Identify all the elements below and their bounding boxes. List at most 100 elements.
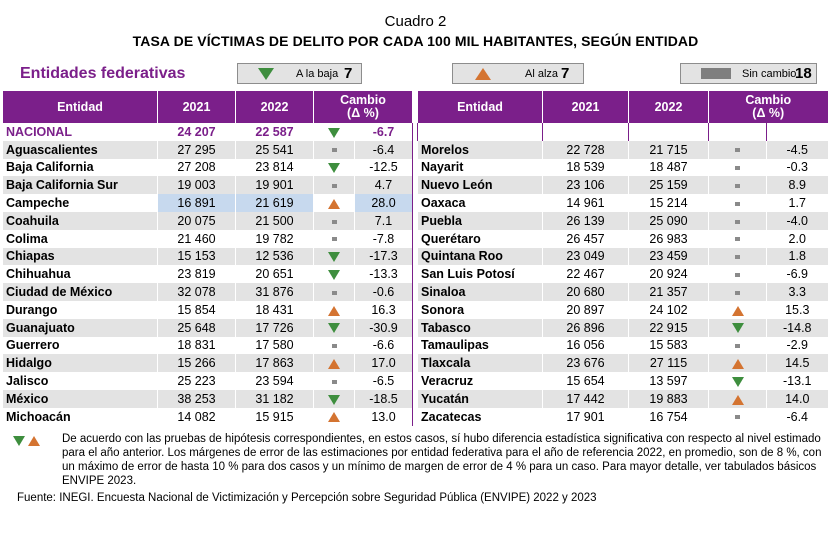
no-change-icon: [735, 183, 740, 188]
table-separator: [412, 247, 418, 266]
trend-indicator: [708, 158, 767, 177]
no-change-icon: [331, 290, 337, 295]
trend-indicator: [708, 265, 767, 284]
col-change-left: Cambio (Δ %): [313, 91, 413, 123]
value-2021: 15 153: [157, 247, 236, 266]
value-2021: 25 223: [157, 372, 236, 390]
change-value: -13.1: [766, 372, 828, 390]
value-2021: 24 207: [157, 123, 236, 141]
change-value: -0.3: [766, 158, 828, 177]
change-value: -4.0: [766, 211, 828, 230]
value-2021: 17 901: [542, 407, 629, 426]
value-2021: 16 891: [157, 194, 236, 212]
value-2022: 18 431: [235, 300, 314, 319]
change-value: 3.3: [766, 283, 828, 301]
value-2022: 15 583: [628, 336, 709, 355]
value-2021: 22 467: [542, 265, 629, 284]
trend-indicator: [708, 229, 767, 248]
legend-up-box: Al alza 7: [452, 63, 584, 84]
table-row: Baja California 27 208 23 814 -12.5 Nayarit 1…: [2, 158, 828, 177]
change-value: -13.3: [354, 265, 413, 284]
entity-name: Campeche: [2, 194, 158, 212]
value-2022: 22 587: [235, 123, 314, 141]
table-separator: [412, 229, 418, 248]
col-2022-left: 2022: [235, 91, 314, 123]
value-2021: 15 654: [542, 372, 629, 390]
table-header-row: Entidad 2021 2022 Cambio (Δ %) Entidad 20…: [2, 91, 828, 123]
col-change-right: Cambio (Δ %): [708, 91, 828, 123]
empty-cell: [417, 123, 543, 141]
change-value: -4.5: [766, 140, 828, 159]
trend-indicator: [708, 194, 767, 212]
col-entity-right: Entidad: [417, 91, 543, 123]
trend-indicator: [708, 140, 767, 159]
up-triangle-icon: [328, 305, 340, 316]
change-value: -18.5: [354, 389, 413, 408]
table-row: Ciudad de México 32 078 31 876 -0.6 Sinaloa 2…: [2, 283, 828, 301]
value-2021: 14 961: [542, 194, 629, 212]
trend-indicator: [313, 407, 355, 426]
legend-down-box: A la baja 7: [237, 63, 362, 84]
value-2022: 12 536: [235, 247, 314, 266]
entity-name: Oaxaca: [417, 194, 543, 212]
no-change-icon: [735, 148, 740, 153]
change-value: 13.0: [354, 407, 413, 426]
value-2021: 16 056: [542, 336, 629, 355]
col-2021-right: 2021: [542, 91, 629, 123]
table-separator: [412, 336, 418, 355]
value-2022: 17 580: [235, 336, 314, 355]
value-2021: 25 648: [157, 318, 236, 337]
trend-indicator: [313, 300, 355, 319]
entity-name: Guanajuato: [2, 318, 158, 337]
source-note: Fuente: INEGI. Encuesta Nacional de Vict…: [17, 492, 597, 504]
no-change-icon: [331, 219, 337, 224]
trend-indicator: [708, 407, 767, 426]
trend-indicator: [313, 247, 355, 266]
table-separator: [412, 265, 418, 284]
col-2021-left: 2021: [157, 91, 236, 123]
entity-name: NACIONAL: [2, 123, 158, 141]
entity-name: Coahuila: [2, 211, 158, 230]
empty-cell: [542, 123, 629, 141]
footnote-text: De acuerdo con las pruebas de hipótesis …: [62, 433, 822, 487]
value-2022: 21 500: [235, 211, 314, 230]
value-2022: 21 715: [628, 140, 709, 159]
table-separator: [412, 372, 418, 390]
value-2021: 18 831: [157, 336, 236, 355]
table-row: Durango 15 854 18 431 16.3 Sonora 20 897 24 10…: [2, 300, 828, 319]
entity-name: Tamaulipas: [417, 336, 543, 355]
value-2021: 15 266: [157, 354, 236, 373]
no-change-icon: [735, 219, 740, 224]
entity-name: Baja California Sur: [2, 176, 158, 195]
no-change-icon: [331, 344, 337, 349]
down-triangle-icon: [328, 323, 340, 334]
table-row: México 38 253 31 182 -18.5 Yucatán 17 442 19 8…: [2, 389, 828, 408]
entity-name: Tlaxcala: [417, 354, 543, 373]
entity-name: Quintana Roo: [417, 247, 543, 266]
trend-indicator: [313, 354, 355, 373]
value-2022: 31 182: [235, 389, 314, 408]
no-change-icon: [735, 344, 740, 349]
value-2022: 20 651: [235, 265, 314, 284]
table-row: Guerrero 18 831 17 580 -6.6 Tamaulipas 16 056…: [2, 336, 828, 355]
entity-name: Michoacán: [2, 407, 158, 426]
value-2022: 19 901: [235, 176, 314, 195]
change-value: -6.4: [354, 140, 413, 159]
trend-indicator: [313, 336, 355, 355]
value-2022: 23 594: [235, 372, 314, 390]
no-change-icon: [735, 255, 740, 260]
value-2022: 31 876: [235, 283, 314, 301]
table-row: Coahuila 20 075 21 500 7.1 Puebla 26 139 25 09…: [2, 211, 828, 230]
col-change-unit: (Δ %): [752, 106, 785, 120]
value-2021: 20 897: [542, 300, 629, 319]
legend-label: Entidades federativas: [20, 65, 186, 82]
no-change-icon: [331, 379, 337, 384]
value-2022: 17 726: [235, 318, 314, 337]
trend-indicator: [313, 140, 355, 159]
table-row: Aguascalientes 27 295 25 541 -6.4 Morelos 22 …: [2, 140, 828, 159]
empty-cell: [628, 123, 709, 141]
change-value: 7.1: [354, 211, 413, 230]
no-change-icon: [331, 237, 337, 242]
value-2022: 24 102: [628, 300, 709, 319]
up-triangle-icon: [475, 68, 491, 80]
